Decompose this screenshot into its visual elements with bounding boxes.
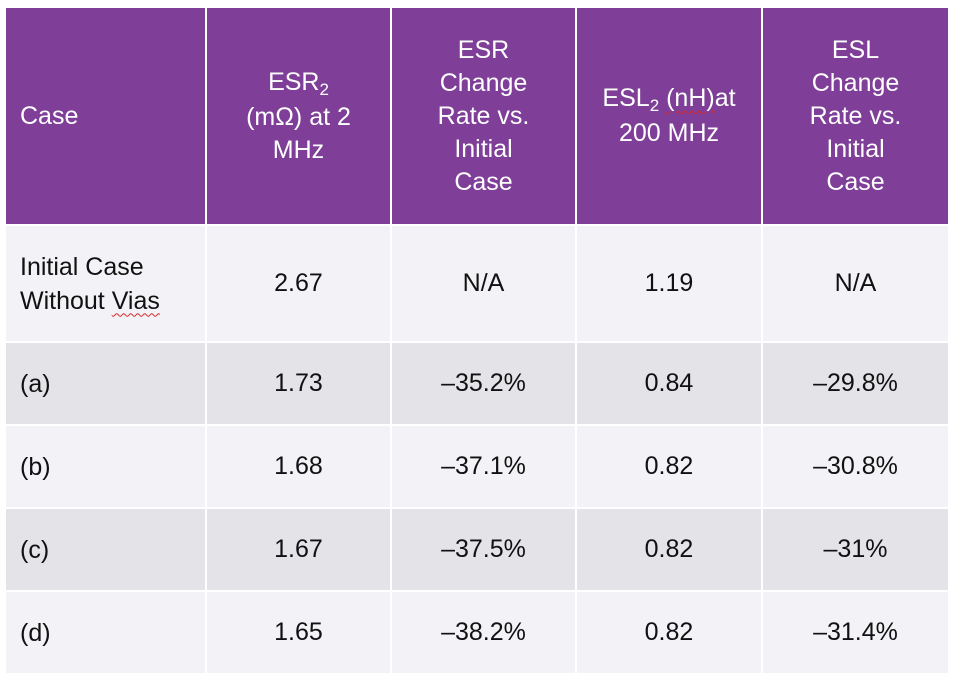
header-esl-line2: 200 MHz xyxy=(618,119,720,147)
header-esr-change-line3: Rate vs. xyxy=(437,101,530,130)
cell-esl: 1.19 xyxy=(576,224,763,342)
cell-case: (b) xyxy=(6,424,207,508)
cell-esl-change: –30.8% xyxy=(762,424,948,508)
header-row: Case ESR2 (mΩ) at 2 MHz ESR Change Rate … xyxy=(6,8,948,225)
cell-case-line2-underlined: Vias xyxy=(111,286,160,315)
cell-esl-change: N/A xyxy=(762,224,948,342)
header-case-label: Case xyxy=(20,101,79,130)
table-body: Initial Case Without Vias 2.67 N/A 1.19 … xyxy=(6,224,948,673)
cell-case: (d) xyxy=(6,590,207,673)
cell-case: Initial Case Without Vias xyxy=(6,224,207,342)
header-esl: ESL2 (nH)at 200 MHz xyxy=(576,8,763,225)
cell-esr-change: –35.2% xyxy=(391,341,577,425)
table-row-a: (a) 1.73 –35.2% 0.84 –29.8% xyxy=(6,341,948,425)
table-header: Case ESR2 (mΩ) at 2 MHz ESR Change Rate … xyxy=(6,8,948,225)
cell-case-line2-text: Without xyxy=(20,286,112,315)
cell-esr: 1.67 xyxy=(206,507,392,591)
header-esl-line1: ESL2 (nH)at xyxy=(583,82,755,117)
header-esr-change: ESR Change Rate vs. Initial Case xyxy=(391,8,577,225)
cell-esr-change: –37.1% xyxy=(391,424,577,508)
cell-case-line2: Without Vias xyxy=(20,284,199,318)
cell-esr-change: –38.2% xyxy=(391,590,577,673)
cell-esr-change: N/A xyxy=(391,224,577,342)
header-esr: ESR2 (mΩ) at 2 MHz xyxy=(206,8,392,225)
header-esl-change-line5: Case xyxy=(826,167,885,196)
cell-esr: 1.65 xyxy=(206,590,392,673)
header-esl-at: at xyxy=(714,84,736,112)
cell-case: (a) xyxy=(6,341,207,425)
header-esl-subscript: 2 xyxy=(649,96,660,115)
cell-esl-change: –31.4% xyxy=(762,590,948,673)
cell-case-line1: Initial Case xyxy=(20,252,144,281)
table-row-b: (b) 1.68 –37.1% 0.82 –30.8% xyxy=(6,424,948,508)
table-row-initial: Initial Case Without Vias 2.67 N/A 1.19 … xyxy=(6,224,948,342)
header-esr-prefix: ESR xyxy=(268,67,320,96)
header-esr-line2: (mΩ) at 2 xyxy=(246,102,351,131)
header-case: Case xyxy=(6,8,207,225)
cell-esl: 0.82 xyxy=(576,590,763,673)
header-esl-change: ESL Change Rate vs. Initial Case xyxy=(762,8,948,225)
cell-esr: 1.68 xyxy=(206,424,392,508)
header-esr-change-line4: Initial xyxy=(454,134,513,163)
comparison-table-container: Case ESR2 (mΩ) at 2 MHz ESR Change Rate … xyxy=(6,8,948,673)
header-esl-change-line1: ESL xyxy=(831,35,880,64)
header-esl-change-line4: Initial xyxy=(826,134,885,163)
header-esr-change-line5: Case xyxy=(454,167,513,196)
cell-case: (c) xyxy=(6,507,207,591)
esr-esl-comparison-table: Case ESR2 (mΩ) at 2 MHz ESR Change Rate … xyxy=(6,8,948,673)
header-esl-unit: (nH) xyxy=(666,84,715,112)
cell-esl: 0.84 xyxy=(576,341,763,425)
cell-esr: 1.73 xyxy=(206,341,392,425)
cell-esr-change: –37.5% xyxy=(391,507,577,591)
table-row-d: (d) 1.65 –38.2% 0.82 –31.4% xyxy=(6,590,948,673)
cell-esl: 0.82 xyxy=(576,424,763,508)
header-esl-prefix: ESL xyxy=(602,84,650,112)
cell-esl: 0.82 xyxy=(576,507,763,591)
header-esl-change-line2: Change xyxy=(811,68,900,97)
header-esr-line1: ESR2 xyxy=(213,66,384,101)
table-row-c: (c) 1.67 –37.5% 0.82 –31% xyxy=(6,507,948,591)
header-esr-line3: MHz xyxy=(272,135,325,164)
header-esr-change-line1: ESR xyxy=(457,35,510,64)
cell-esr: 2.67 xyxy=(206,224,392,342)
header-esr-change-line2: Change xyxy=(439,68,528,97)
header-esl-change-line3: Rate vs. xyxy=(809,101,902,130)
header-esr-subscript: 2 xyxy=(319,79,329,99)
cell-esl-change: –31% xyxy=(762,507,948,591)
cell-esl-change: –29.8% xyxy=(762,341,948,425)
